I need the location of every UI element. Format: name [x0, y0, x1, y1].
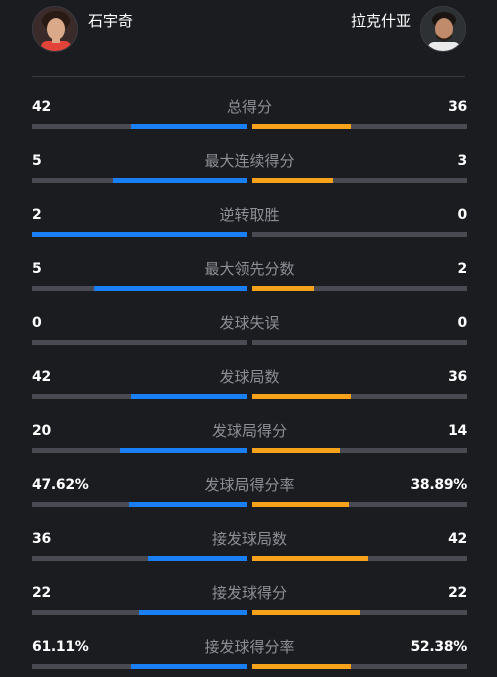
avatar-right-player[interactable] [420, 6, 466, 52]
players-header: 石宇奇 拉克什亚 [0, 0, 497, 77]
header-divider [32, 76, 465, 77]
stat-left-bar-fill [113, 178, 247, 183]
stat-left-bar-fill [32, 232, 247, 237]
stat-left-bar-track [32, 664, 247, 669]
stat-label: 逆转取胜 [219, 206, 280, 224]
stat-left-bar-fill [129, 502, 247, 507]
stat-label: 接发球局数 [211, 530, 287, 548]
stat-right-value: 42 [448, 531, 467, 547]
stat-left-value: 42 [32, 369, 51, 385]
stat-left-value: 47.62% [32, 477, 89, 493]
stat-right-value: 0 [457, 207, 468, 223]
stat-right-bar-track [252, 178, 467, 183]
stat-right-bar-track [252, 340, 467, 345]
stat-right-bar-track [252, 124, 467, 129]
stat-right-value: 36 [448, 99, 467, 115]
stat-right-bar-fill [252, 178, 333, 183]
stat-row: 接发球得分 22 22 [32, 584, 467, 624]
stat-left-value: 2 [32, 207, 42, 223]
stat-left-value: 5 [32, 153, 42, 169]
left-player-name: 石宇奇 [88, 12, 134, 30]
stat-right-bar-track [252, 448, 467, 453]
stat-left-bar-fill [131, 394, 247, 399]
stat-label: 发球失误 [219, 314, 280, 332]
stat-row: 逆转取胜 2 0 [32, 206, 467, 246]
stat-left-bar-fill [94, 286, 247, 291]
stat-label: 最大连续得分 [204, 152, 295, 170]
stat-right-bar-track [252, 556, 467, 561]
stat-left-bar-track [32, 448, 247, 453]
stat-row: 发球局得分 20 14 [32, 422, 467, 462]
stat-label: 接发球得分率 [204, 638, 295, 656]
stat-right-bar-track [252, 394, 467, 399]
stat-label: 发球局数 [219, 368, 280, 386]
stat-left-value: 36 [32, 531, 51, 547]
stat-row: 接发球得分率 61.11% 52.38% [32, 638, 467, 677]
stat-right-value: 22 [448, 585, 467, 601]
stat-right-bar-track [252, 232, 467, 237]
stat-label: 总得分 [226, 98, 272, 116]
stat-right-bar-track [252, 502, 467, 507]
stat-label: 最大领先分数 [204, 260, 295, 278]
stat-right-bar-fill [252, 448, 340, 453]
stat-label: 接发球得分 [211, 584, 287, 602]
stat-left-bar-track [32, 340, 247, 345]
stat-right-bar-track [252, 286, 467, 291]
stat-right-bar-fill [252, 124, 351, 129]
player-photo-icon [421, 7, 465, 51]
stat-right-value: 0 [457, 315, 468, 331]
stat-right-value: 38.89% [410, 477, 467, 493]
stat-left-value: 61.11% [32, 639, 89, 655]
stat-left-value: 42 [32, 99, 51, 115]
player-photo-icon [33, 7, 77, 51]
stat-row: 发球失误 0 0 [32, 314, 467, 354]
stat-left-value: 20 [32, 423, 51, 439]
stat-right-value: 36 [448, 369, 467, 385]
stat-left-bar-track [32, 610, 247, 615]
stat-left-bar-track [32, 178, 247, 183]
stat-row: 最大连续得分 5 3 [32, 152, 467, 192]
stat-row: 接发球局数 36 42 [32, 530, 467, 570]
stat-right-value: 14 [448, 423, 467, 439]
stat-left-bar-track [32, 124, 247, 129]
stat-right-bar-fill [252, 556, 368, 561]
stat-left-bar-fill [139, 610, 247, 615]
stat-row: 总得分 42 36 [32, 98, 467, 138]
avatar-left-player[interactable] [32, 6, 78, 52]
stat-right-value: 2 [457, 261, 468, 277]
stat-label: 发球局得分 [211, 422, 287, 440]
stat-left-bar-fill [131, 664, 247, 669]
stat-left-value: 22 [32, 585, 51, 601]
stat-left-bar-track [32, 502, 247, 507]
stat-row: 最大领先分数 5 2 [32, 260, 467, 300]
stat-left-value: 5 [32, 261, 42, 277]
stat-right-value: 52.38% [410, 639, 467, 655]
stat-left-bar-track [32, 556, 247, 561]
stat-right-value: 3 [457, 153, 468, 169]
stat-left-bar-fill [120, 448, 247, 453]
stat-left-bar-track [32, 286, 247, 291]
stat-right-bar-track [252, 664, 467, 669]
stat-right-bar-fill [252, 610, 360, 615]
stat-left-bar-fill [131, 124, 247, 129]
stat-left-bar-track [32, 232, 247, 237]
stat-row: 发球局得分率 47.62% 38.89% [32, 476, 467, 516]
right-player-name: 拉克什亚 [350, 12, 411, 30]
stat-left-bar-fill [148, 556, 247, 561]
stat-left-value: 0 [32, 315, 42, 331]
stat-right-bar-track [252, 610, 467, 615]
stat-right-bar-fill [252, 502, 349, 507]
stat-right-bar-fill [252, 286, 314, 291]
stat-label: 发球局得分率 [204, 476, 295, 494]
stat-row: 发球局数 42 36 [32, 368, 467, 408]
stat-right-bar-fill [252, 394, 351, 399]
stat-right-bar-fill [252, 664, 351, 669]
stat-left-bar-track [32, 394, 247, 399]
